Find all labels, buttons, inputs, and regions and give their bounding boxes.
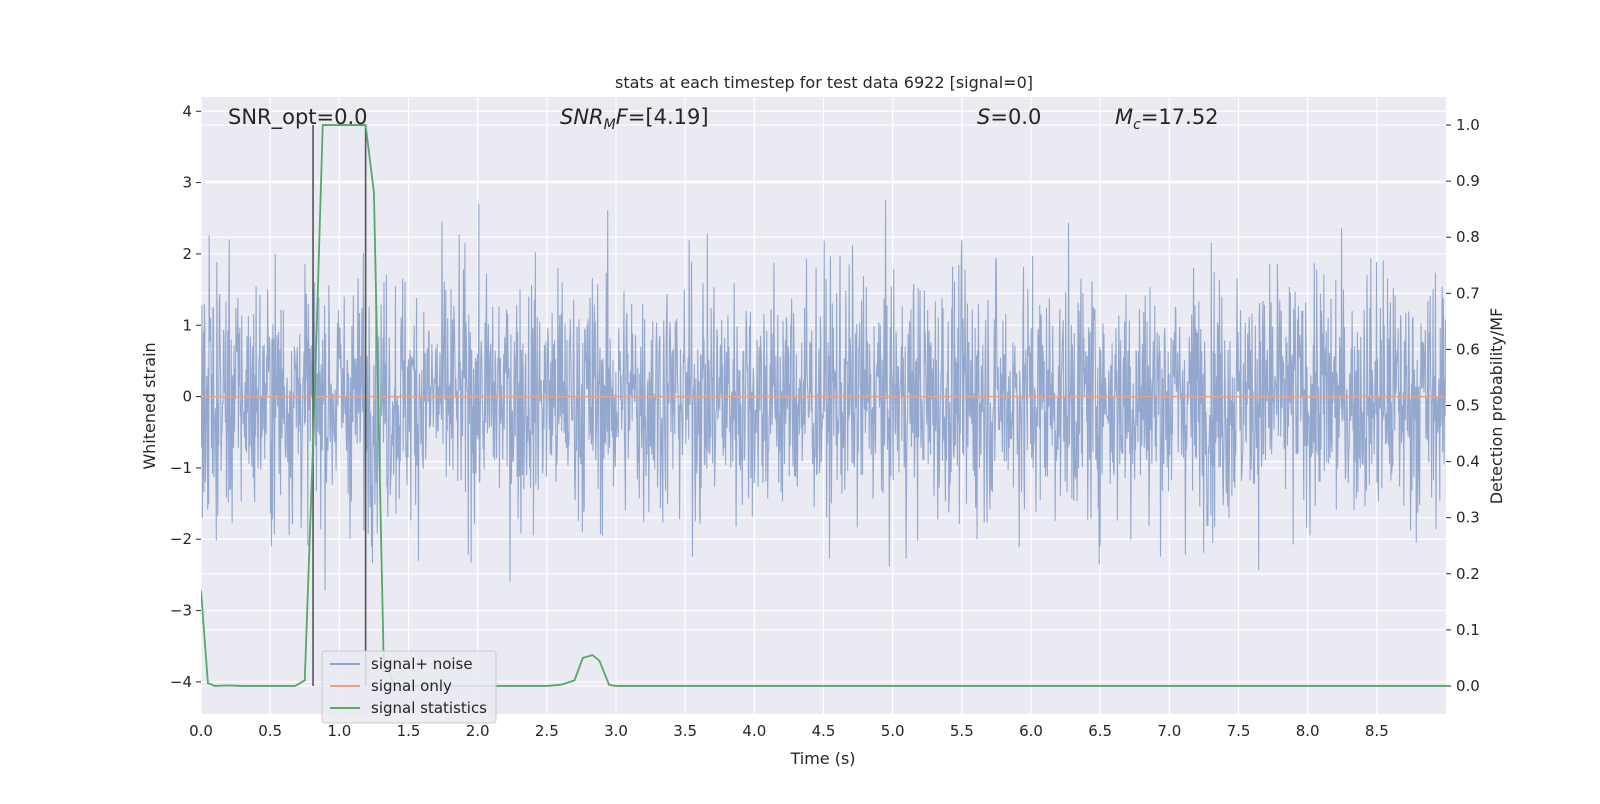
y-right-tick-label: 0.9 [1456, 172, 1480, 190]
y-left-tick-label: 3 [182, 174, 192, 192]
y-right-axis-ticks: 1.0 0.9 0.8 0.7 0.6 0.5 0.4 0.3 0.2 0.1 0.0 [1446, 116, 1480, 695]
x-tick-label: 3.5 [673, 722, 697, 740]
x-tick-label: 6.0 [1019, 722, 1043, 740]
x-tick-label: 7.5 [1227, 722, 1251, 740]
x-axis-ticks: 0.0 0.5 1.0 1.5 2.0 2.5 3.0 3.5 4.0 4.5 5.0 5.5 6.0 6… [189, 722, 1389, 740]
y-left-tick-label: 0 [182, 388, 192, 406]
y-left-tick-label: −2 [170, 530, 192, 548]
legend-label-signal-only: signal only [371, 677, 452, 695]
x-tick-label: 4.0 [742, 722, 766, 740]
y-left-tick-label: 4 [182, 102, 192, 120]
x-tick-label: 1.0 [327, 722, 351, 740]
x-tick-label: 0.5 [258, 722, 282, 740]
y-right-tick-label: 0.0 [1456, 677, 1480, 695]
x-tick-label: 5.5 [950, 722, 974, 740]
y-left-axis-label: Whitened strain [140, 342, 159, 469]
x-tick-label: 2.5 [535, 722, 559, 740]
series-signal-noise [201, 199, 1446, 591]
y-right-tick-label: 0.8 [1456, 228, 1480, 246]
chart-title: stats at each timestep for test data 692… [615, 73, 1033, 92]
x-tick-label: 6.5 [1088, 722, 1112, 740]
y-left-axis-ticks: 4 3 2 1 0 −1 −2 −3 −4 [170, 102, 201, 691]
y-left-tick-label: −4 [170, 673, 192, 691]
y-right-tick-label: 1.0 [1456, 116, 1480, 134]
annotation-snr-mf: SNRMF=[4.19] [560, 105, 709, 133]
y-right-tick-label: 0.7 [1456, 284, 1480, 302]
legend-box [321, 650, 497, 724]
x-tick-label: 2.0 [466, 722, 490, 740]
y-left-tick-label: 2 [182, 245, 192, 263]
x-tick-label: 0.0 [189, 722, 213, 740]
x-tick-label: 8.0 [1296, 722, 1320, 740]
x-tick-label: 1.5 [397, 722, 421, 740]
y-right-tick-label: 0.6 [1456, 340, 1480, 358]
x-tick-label: 3.0 [604, 722, 628, 740]
annotation-mc: Mc=17.52 [1115, 105, 1219, 133]
annotation-snr-opt: SNR_opt=0.0 [228, 105, 368, 130]
y-right-tick-label: 0.5 [1456, 397, 1480, 415]
y-left-tick-label: 1 [182, 316, 192, 334]
y-left-tick-label: −1 [170, 459, 192, 477]
x-tick-label: 5.0 [881, 722, 905, 740]
x-tick-label: 8.5 [1365, 722, 1389, 740]
annotation-s: S=0.0 [977, 105, 1041, 129]
y-right-tick-label: 0.1 [1456, 621, 1480, 639]
x-tick-label: 4.5 [812, 722, 836, 740]
y-right-tick-label: 0.3 [1456, 509, 1480, 527]
y-right-axis-label: Detection probability/MF [1487, 308, 1506, 505]
legend-label-signal-noise: signal+ noise [371, 655, 473, 673]
y-right-tick-label: 0.2 [1456, 565, 1480, 583]
y-right-tick-label: 0.4 [1456, 453, 1480, 471]
y-left-tick-label: −3 [170, 602, 192, 620]
x-axis-label: Time (s) [789, 749, 855, 768]
legend: signal+ noise signal only signal statist… [321, 650, 497, 724]
x-tick-label: 7.0 [1157, 722, 1181, 740]
legend-label-signal-statistics: signal statistics [371, 699, 487, 717]
